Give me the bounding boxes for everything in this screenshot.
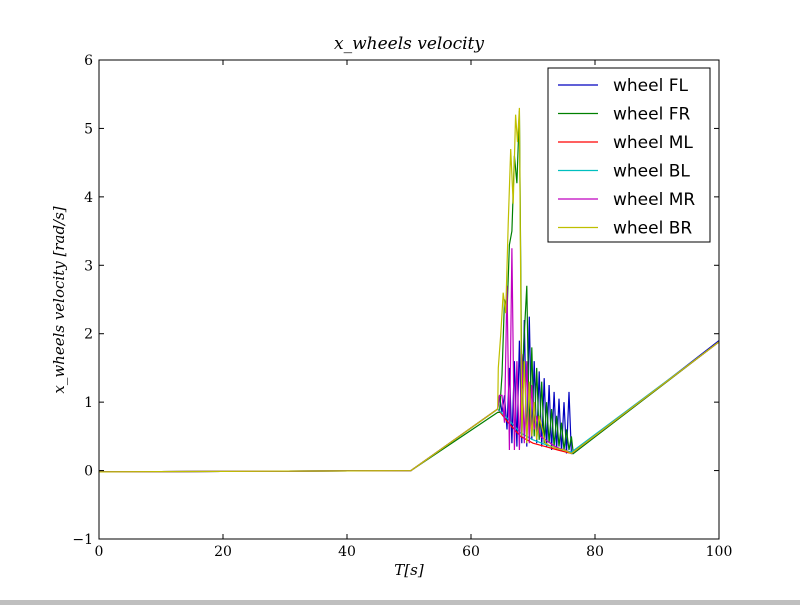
y-tick-label: −1	[72, 532, 93, 548]
y-tick-label: 5	[84, 121, 93, 137]
legend-label: wheel BL	[613, 162, 690, 182]
legend-label: wheel MR	[613, 190, 695, 210]
y-tick-label: 6	[84, 53, 93, 69]
legend-label: wheel BR	[613, 219, 692, 239]
legend-label: wheel ML	[613, 133, 693, 153]
y-tick-label: 2	[84, 327, 93, 343]
legend: wheel FL wheel FR wheel ML wheel BL wheel MR…	[547, 67, 711, 243]
y-tick-label: 0	[84, 464, 93, 480]
x-tick-label: 40	[338, 544, 356, 560]
x-tick-label: 0	[95, 544, 104, 560]
chart-title: x_wheels velocity	[334, 34, 484, 54]
y-tick-label: 3	[84, 258, 93, 274]
series-line-wheel-bl	[99, 341, 719, 473]
x-tick-label: 100	[706, 544, 733, 560]
series-layer	[99, 107, 719, 473]
series-line-wheel-br	[99, 107, 719, 473]
y-axis-label: x_wheels velocity [rad/s]	[50, 206, 68, 393]
legend-box	[547, 67, 711, 243]
series-line-wheel-fl	[99, 316, 719, 473]
legend-label: wheel FR	[613, 105, 691, 125]
x-tick-label: 60	[462, 544, 480, 560]
y-tick-label: 1	[84, 395, 93, 411]
series-line-wheel-ml	[99, 341, 719, 473]
x-tick-label: 20	[214, 544, 232, 560]
axes-frame	[98, 59, 720, 540]
x-tick-label: 80	[586, 544, 604, 560]
x-axis-label: T[s]	[394, 561, 424, 579]
y-tick-label: 4	[84, 190, 93, 206]
legend-label: wheel FL	[613, 76, 689, 96]
series-line-wheel-mr	[99, 248, 719, 473]
